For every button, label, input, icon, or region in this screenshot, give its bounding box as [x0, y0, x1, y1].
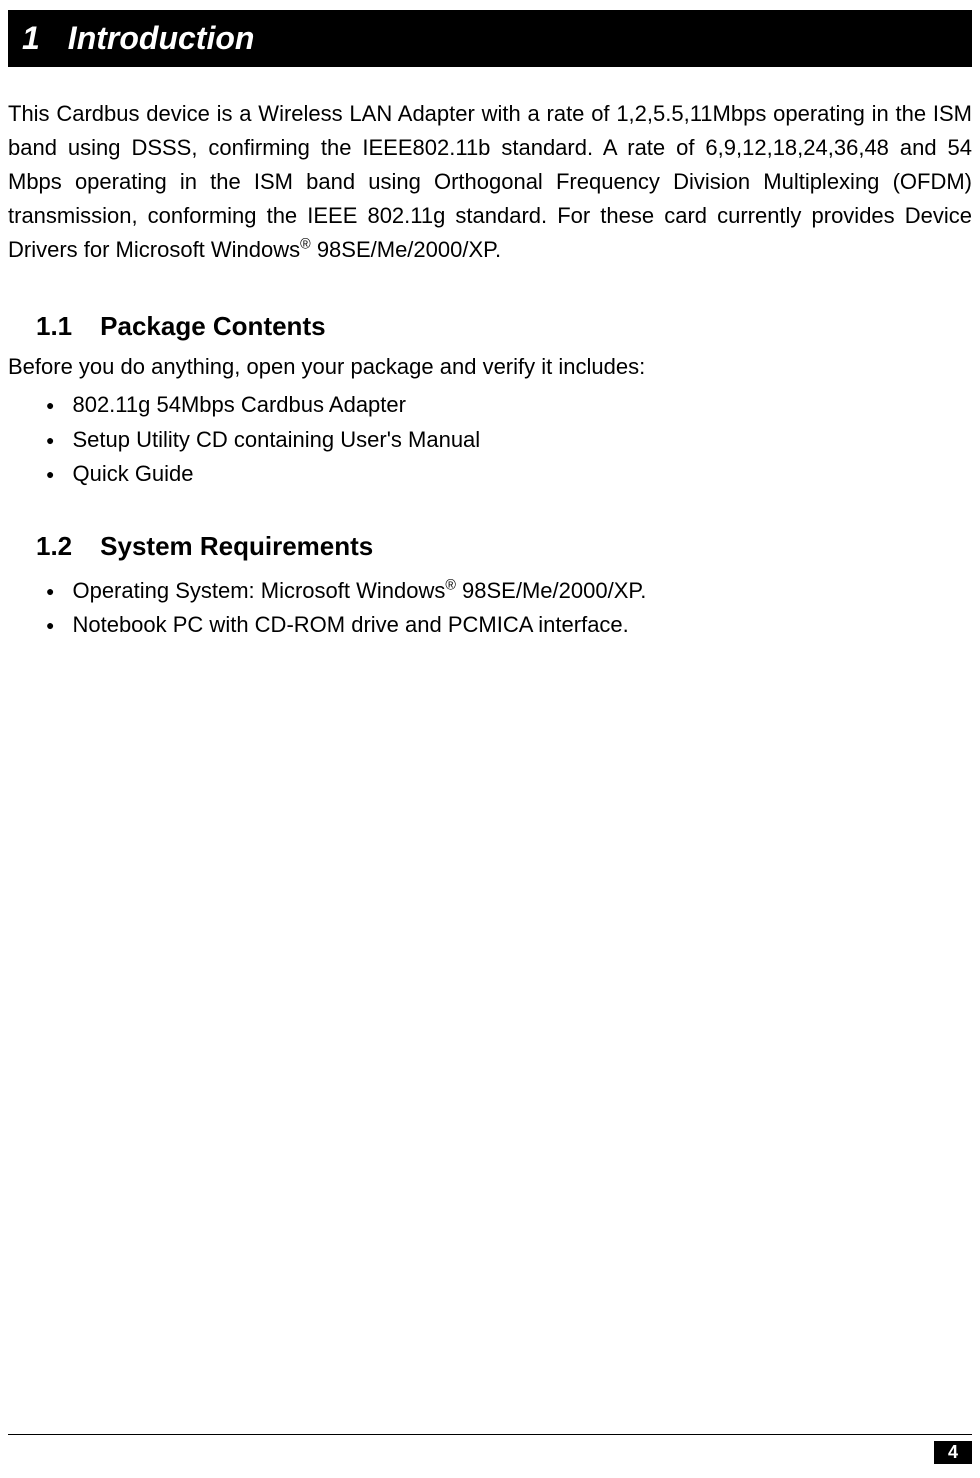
- bullet-icon: ●: [46, 581, 54, 603]
- section-number: 1.1: [36, 311, 72, 342]
- bullet-list: ● Operating System: Microsoft Windows® 9…: [36, 574, 972, 642]
- intro-paragraph: This Cardbus device is a Wireless LAN Ad…: [8, 97, 972, 267]
- section-intro: Before you do anything, open your packag…: [8, 354, 972, 380]
- section-1-2: 1.2 System Requirements ● Operating Syst…: [8, 531, 972, 642]
- list-item-text: Quick Guide: [72, 457, 193, 491]
- list-item: ● Setup Utility CD containing User's Man…: [46, 423, 972, 457]
- list-item-text: Operating System: Microsoft Windows® 98S…: [72, 574, 646, 608]
- bullet-icon: ●: [46, 395, 54, 417]
- section-1-1: 1.1 Package Contents Before you do anyth…: [8, 311, 972, 490]
- chapter-title: Introduction: [68, 20, 255, 57]
- bullet-icon: ●: [46, 464, 54, 486]
- list-item: ● Operating System: Microsoft Windows® 9…: [46, 574, 972, 608]
- chapter-number: 1: [22, 20, 40, 57]
- page-footer: 4: [8, 1434, 972, 1464]
- registered-mark: ®: [445, 577, 456, 593]
- page-number: 4: [934, 1441, 972, 1464]
- section-title: System Requirements: [100, 531, 373, 562]
- list-item-text: Setup Utility CD containing User's Manua…: [72, 423, 480, 457]
- registered-mark: ®: [300, 237, 311, 253]
- footer-divider: [8, 1434, 972, 1435]
- list-item-text: Notebook PC with CD-ROM drive and PCMICA…: [72, 608, 628, 642]
- bullet-list: ● 802.11g 54Mbps Cardbus Adapter ● Setup…: [36, 388, 972, 490]
- intro-suffix: 98SE/Me/2000/XP.: [311, 237, 501, 262]
- section-title: Package Contents: [100, 311, 325, 342]
- chapter-header: 1 Introduction: [8, 10, 972, 67]
- section-heading: 1.1 Package Contents: [36, 311, 972, 342]
- bullet-icon: ●: [46, 615, 54, 637]
- section-heading: 1.2 System Requirements: [36, 531, 972, 562]
- list-item-text: 802.11g 54Mbps Cardbus Adapter: [72, 388, 406, 422]
- bullet-icon: ●: [46, 430, 54, 452]
- list-item: ● Notebook PC with CD-ROM drive and PCMI…: [46, 608, 972, 642]
- list-item: ● 802.11g 54Mbps Cardbus Adapter: [46, 388, 972, 422]
- section-number: 1.2: [36, 531, 72, 562]
- list-item: ● Quick Guide: [46, 457, 972, 491]
